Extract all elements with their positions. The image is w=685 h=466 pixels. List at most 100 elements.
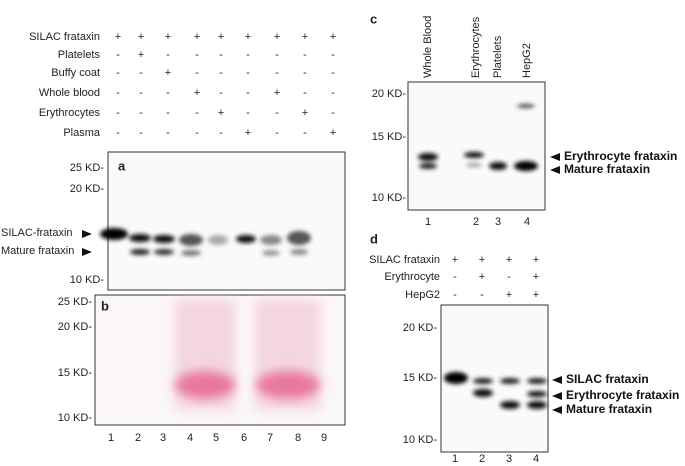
condition-label: SILAC frataxin xyxy=(369,254,440,266)
lane-number: 2 xyxy=(473,216,479,228)
arrow xyxy=(82,230,92,238)
arrow xyxy=(552,392,562,400)
lane-number: 5 xyxy=(213,432,219,444)
condition-label: HepG2 xyxy=(405,289,440,301)
blot-a xyxy=(107,151,346,291)
condition-sign: + xyxy=(506,289,512,301)
arrow xyxy=(550,153,560,161)
condition-sign: - xyxy=(219,127,223,139)
marker-label: 20 KD- xyxy=(403,322,438,334)
lane-number: 2 xyxy=(479,453,485,465)
condition-sign: - xyxy=(219,87,223,99)
condition-sign: + xyxy=(115,31,121,43)
condition-label: Erythrocytes xyxy=(39,107,101,119)
condition-label: Plasma xyxy=(63,127,101,139)
lane-label: Whole Blood xyxy=(422,16,434,78)
condition-sign: + xyxy=(506,254,512,266)
condition-sign: - xyxy=(195,67,199,79)
bands-d xyxy=(444,372,547,409)
lane-label: Platelets xyxy=(492,35,504,78)
condition-label: Platelets xyxy=(58,49,101,61)
condition-label: Whole blood xyxy=(39,87,100,99)
marker-label: 15 KD- xyxy=(372,131,407,143)
condition-sign: - xyxy=(246,87,250,99)
lane-number: 2 xyxy=(135,432,141,444)
condition-sign: - xyxy=(139,127,143,139)
lane-number: 3 xyxy=(160,432,166,444)
condition-sign: - xyxy=(139,107,143,119)
condition-sign: - xyxy=(166,127,170,139)
condition-sign: + xyxy=(274,31,280,43)
panel-label: d xyxy=(370,231,378,246)
condition-sign: - xyxy=(303,127,307,139)
marker-label: 10 KD- xyxy=(58,412,93,424)
condition-sign: - xyxy=(275,107,279,119)
panel-label: b xyxy=(101,298,109,313)
bands-a xyxy=(100,228,311,256)
condition-sign: - xyxy=(166,87,170,99)
condition-sign: + xyxy=(165,31,171,43)
condition-sign: + xyxy=(218,107,224,119)
band-label: Erythrocyte frataxin xyxy=(566,388,679,402)
marker-label: 20 KD- xyxy=(70,183,105,195)
band-label: SILAC-frataxin xyxy=(1,227,73,239)
condition-sign: + xyxy=(138,49,144,61)
condition-sign: - xyxy=(275,127,279,139)
condition-sign: - xyxy=(331,87,335,99)
marker-label: 15 KD- xyxy=(58,367,93,379)
bands-c xyxy=(418,104,538,171)
marker-label: 20 KD- xyxy=(58,321,93,333)
condition-sign: - xyxy=(303,87,307,99)
marker-label: 25 KD- xyxy=(70,162,105,174)
condition-sign: - xyxy=(139,87,143,99)
condition-sign: - xyxy=(219,67,223,79)
lane-number: 9 xyxy=(321,432,327,444)
condition-sign: - xyxy=(116,127,120,139)
blot-c xyxy=(407,81,546,211)
lane-number: 4 xyxy=(524,216,530,228)
lane-number: 1 xyxy=(452,453,458,465)
condition-sign: - xyxy=(303,49,307,61)
condition-sign: + xyxy=(533,289,539,301)
lane-label: Erythrocytes xyxy=(470,16,482,78)
condition-sign: + xyxy=(245,31,251,43)
condition-sign: - xyxy=(166,107,170,119)
marker-label: 10 KD- xyxy=(372,192,407,204)
marker-label: 15 KD- xyxy=(403,372,438,384)
condition-sign: - xyxy=(139,67,143,79)
condition-sign: - xyxy=(219,49,223,61)
condition-sign: - xyxy=(246,107,250,119)
band-label: Mature frataxin xyxy=(566,402,652,416)
arrow xyxy=(82,248,92,256)
condition-sign: + xyxy=(138,31,144,43)
condition-sign: + xyxy=(194,31,200,43)
lane-number: 7 xyxy=(267,432,273,444)
lane-label: HepG2 xyxy=(521,43,533,78)
condition-label: SILAC frataxin xyxy=(29,31,100,43)
condition-sign: - xyxy=(331,49,335,61)
condition-sign: + xyxy=(533,254,539,266)
marker-label: 10 KD- xyxy=(403,434,438,446)
lane-number: 8 xyxy=(295,432,301,444)
condition-sign: - xyxy=(246,49,250,61)
condition-sign: - xyxy=(195,49,199,61)
condition-sign: - xyxy=(453,289,457,301)
condition-sign: - xyxy=(116,87,120,99)
condition-sign: + xyxy=(330,127,336,139)
condition-sign: - xyxy=(331,67,335,79)
lane-number: 4 xyxy=(187,432,193,444)
lane-number: 1 xyxy=(108,432,114,444)
condition-sign: + xyxy=(245,127,251,139)
condition-sign: - xyxy=(453,271,457,283)
panel-label: a xyxy=(118,158,126,173)
arrow xyxy=(552,376,562,384)
band-label: Erythrocyte frataxin xyxy=(564,149,677,163)
condition-sign: - xyxy=(331,107,335,119)
condition-sign: - xyxy=(275,67,279,79)
band-label: SILAC frataxin xyxy=(566,372,649,386)
condition-sign: - xyxy=(275,49,279,61)
condition-sign: + xyxy=(452,254,458,266)
condition-label: Buffy coat xyxy=(51,67,100,79)
condition-sign: + xyxy=(194,87,200,99)
